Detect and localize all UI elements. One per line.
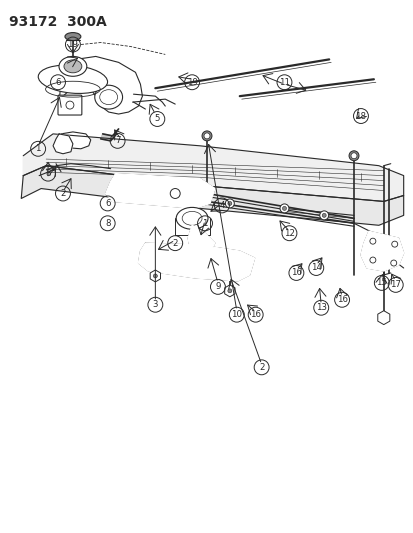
Circle shape [321, 213, 325, 217]
Circle shape [204, 133, 209, 139]
Text: 3: 3 [152, 300, 158, 309]
Text: 17: 17 [389, 280, 400, 289]
Circle shape [319, 211, 328, 220]
Polygon shape [23, 134, 403, 201]
Circle shape [348, 151, 358, 161]
Circle shape [170, 189, 180, 198]
Text: 15: 15 [375, 278, 387, 287]
Text: 11: 11 [278, 78, 289, 87]
Text: 8: 8 [45, 169, 51, 178]
Polygon shape [360, 231, 403, 271]
Ellipse shape [176, 207, 207, 229]
Ellipse shape [38, 65, 107, 93]
Polygon shape [100, 129, 118, 141]
Text: 16: 16 [290, 269, 301, 278]
Circle shape [282, 206, 286, 211]
Circle shape [225, 199, 234, 208]
Circle shape [153, 274, 157, 278]
Text: 14: 14 [310, 263, 321, 272]
Text: 8: 8 [104, 219, 110, 228]
Text: 4: 4 [218, 201, 224, 210]
Polygon shape [59, 56, 142, 114]
Text: 5: 5 [154, 115, 160, 124]
Circle shape [369, 238, 375, 244]
Text: 13: 13 [315, 303, 326, 312]
Ellipse shape [59, 56, 87, 76]
Polygon shape [188, 225, 214, 253]
Text: 1: 1 [202, 219, 207, 228]
Text: 10: 10 [231, 310, 242, 319]
Polygon shape [105, 174, 214, 208]
Text: 2: 2 [172, 239, 178, 248]
Circle shape [202, 131, 211, 141]
Circle shape [350, 153, 356, 159]
Ellipse shape [64, 60, 82, 73]
Text: 6: 6 [55, 78, 61, 87]
Text: 2: 2 [258, 363, 264, 372]
Text: 9: 9 [215, 282, 220, 292]
Circle shape [279, 204, 288, 213]
Text: 6: 6 [104, 199, 110, 208]
Polygon shape [138, 243, 254, 281]
FancyBboxPatch shape [58, 95, 82, 115]
Text: 19: 19 [186, 78, 197, 87]
Text: 16: 16 [249, 310, 261, 319]
Text: 93172  300A: 93172 300A [9, 15, 107, 29]
Polygon shape [21, 166, 403, 225]
Polygon shape [59, 132, 90, 149]
Text: 2: 2 [60, 189, 66, 198]
Text: 18: 18 [355, 111, 366, 120]
Text: 12: 12 [283, 229, 294, 238]
Text: 16: 16 [336, 295, 347, 304]
Ellipse shape [95, 85, 122, 109]
Polygon shape [53, 134, 73, 154]
Circle shape [391, 241, 397, 247]
Text: 1: 1 [35, 144, 41, 154]
Ellipse shape [65, 33, 81, 41]
Text: 19: 19 [67, 40, 78, 49]
Circle shape [227, 201, 231, 205]
Text: 7: 7 [114, 136, 120, 146]
Circle shape [369, 257, 375, 263]
Circle shape [390, 260, 396, 266]
Circle shape [227, 289, 231, 293]
